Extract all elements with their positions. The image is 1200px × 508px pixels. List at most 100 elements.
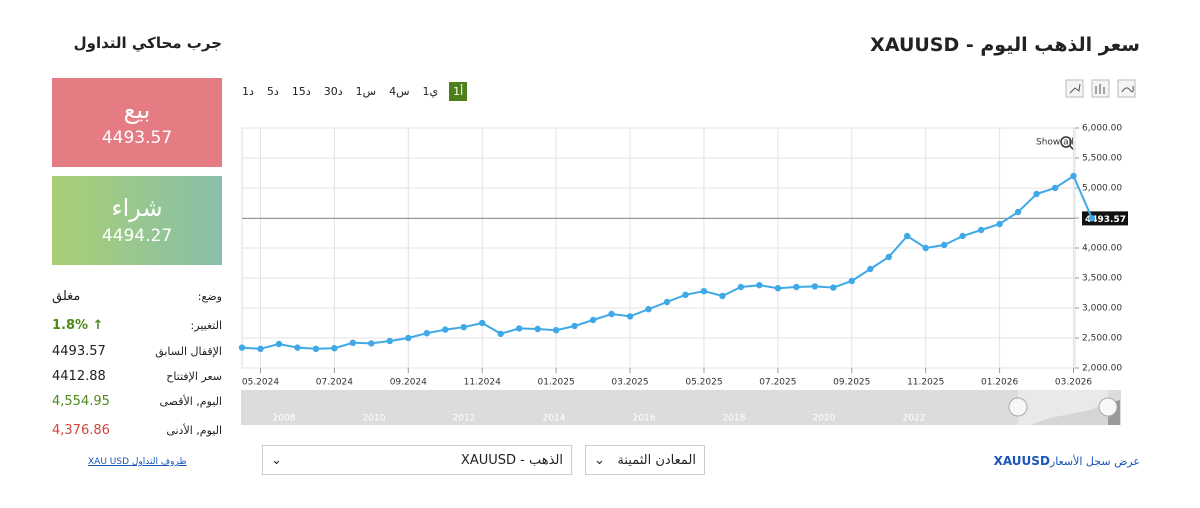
y-tick-label: 5,500.00: [1082, 154, 1122, 164]
stat-label: اليوم, الأقصى: [159, 394, 222, 408]
x-tick-label: 11.2024: [464, 378, 501, 388]
stat-label: الإقفال السابق: [155, 344, 222, 358]
x-tick-label: 09.2024: [390, 378, 427, 388]
x-tick-label: 11.2025: [907, 378, 944, 388]
stat-value: 4,554.95: [52, 393, 110, 409]
y-tick-label: 2,500.00: [1082, 334, 1122, 344]
price-point: [940, 241, 948, 249]
x-tick-label: 03.2025: [611, 378, 648, 388]
price-point: [405, 334, 412, 342]
buy-label: شراء: [111, 194, 163, 222]
last-price-label: 4493.57: [1085, 215, 1126, 225]
price-point: [238, 344, 246, 351]
timeframe-button[interactable]: 1د: [242, 85, 254, 98]
price-point: [922, 244, 929, 252]
price-point: [294, 344, 301, 351]
price-point: [552, 327, 560, 334]
price-point: [774, 285, 782, 292]
price-point: [626, 313, 634, 320]
history-link[interactable]: XAUUSDعرض سجل الأسعار: [994, 454, 1140, 468]
price-point: [867, 265, 874, 273]
price-point: [275, 340, 283, 348]
price-point: [1051, 184, 1059, 192]
timeframe-button[interactable]: 1ي: [422, 85, 439, 98]
navigator-window[interactable]: [1018, 390, 1108, 425]
tool-icon: [1069, 83, 1081, 94]
x-tick-label: 07.2024: [316, 378, 353, 388]
price-point: [515, 325, 523, 332]
stat-row: مغلق وضع:: [52, 286, 222, 306]
price-point: [312, 345, 320, 352]
x-tick-label: 01.2026: [981, 378, 1018, 388]
zoom-icon[interactable]: [1060, 136, 1072, 148]
show-all[interactable]: Show all: [1036, 138, 1074, 148]
conditions-link[interactable]: XAU USD ظروف التداول: [88, 457, 187, 467]
price-point: [793, 283, 800, 291]
timeframe-button[interactable]: 1س: [355, 85, 377, 98]
price-point: [756, 282, 763, 289]
stat-value-text: 1.8%: [52, 317, 89, 333]
navigator-handle[interactable]: [1098, 397, 1118, 417]
simulator-title: جرب محاكي التداول: [73, 34, 222, 52]
price-point: [663, 298, 671, 306]
price-point: [460, 324, 467, 331]
stat-value: مغلق: [52, 288, 81, 304]
timeframe-button[interactable]: 1أ: [449, 82, 468, 101]
price-point: [442, 326, 449, 333]
x-tick-label: 05.2024: [242, 378, 279, 388]
timeframe-button[interactable]: 4س: [389, 85, 410, 98]
price-point: [331, 345, 338, 352]
price-point: [645, 306, 652, 313]
buy-box[interactable]: شراء 4494.27: [52, 176, 222, 265]
tool-icon: [1121, 85, 1134, 93]
y-tick-label: 3,000.00: [1082, 304, 1122, 314]
navigator-year: 2018: [723, 414, 746, 424]
instrument-select[interactable]: ⌄ XAUUSD - الذهب: [262, 445, 572, 475]
price-point: [257, 345, 264, 352]
buy-price: 4494.27: [101, 226, 173, 246]
price-point: [479, 319, 486, 327]
price-point: [830, 284, 837, 291]
history-code: XAUUSD: [993, 454, 1050, 468]
price-point: [959, 232, 966, 240]
tool-icon: [1095, 84, 1105, 94]
timeframe-button[interactable]: 15د: [291, 85, 311, 98]
stat-row: 4,376.86 اليوم, الأدنى: [52, 420, 222, 440]
stat-row: 4493.57 الإقفال السابق: [52, 341, 222, 361]
price-point: [1088, 215, 1096, 222]
x-tick-label: 07.2025: [759, 378, 796, 388]
navigator-year: 2022: [903, 414, 926, 424]
select-text: المعادن الثمينة: [617, 452, 696, 468]
price-point: [811, 283, 819, 290]
price-line: [241, 174, 1093, 350]
price-point: [904, 232, 911, 240]
price-point: [386, 337, 394, 345]
y-tick-label: 5,000.00: [1082, 184, 1122, 194]
navigator-year: 2010: [363, 414, 386, 424]
price-point: [1070, 172, 1077, 180]
history-text: عرض سجل الأسعار: [1049, 455, 1140, 468]
price-point: [497, 330, 504, 337]
price-point: [682, 291, 689, 298]
sell-price: 4493.57: [101, 128, 173, 148]
sell-box[interactable]: بيع 4493.57: [52, 78, 222, 167]
stat-value: 4412.88: [52, 368, 106, 384]
y-tick-label: 6,000.00: [1082, 124, 1122, 134]
price-point: [1033, 190, 1040, 198]
group-select[interactable]: ⌄ المعادن الثمينة: [585, 445, 705, 475]
page-title: سعر الذهب اليوم - XAUUSD: [870, 34, 1140, 56]
timeframe-button[interactable]: 30د: [323, 85, 343, 98]
select-text: XAUUSD - الذهب: [460, 452, 563, 468]
price-point: [848, 277, 855, 285]
up-arrow: ↑: [92, 317, 104, 333]
price-point: [423, 330, 430, 337]
navigator-handle[interactable]: [1008, 397, 1028, 417]
tool-button[interactable]: [1117, 79, 1136, 98]
stat-value: 4493.57: [52, 343, 106, 359]
timeframe-button[interactable]: 5د: [266, 85, 279, 98]
timeframes: 1د 5د 15د 30د 1س 4س 1ي 1أ: [240, 82, 468, 101]
stat-value: 4,376.86: [52, 422, 110, 438]
stat-row: 1.8% ↑ التغيير:: [52, 315, 222, 335]
